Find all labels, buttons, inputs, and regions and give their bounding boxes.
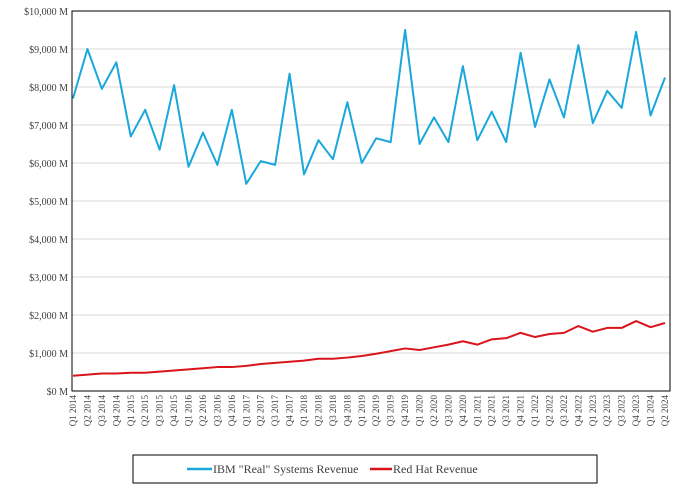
x-tick-label: Q1 2015: [126, 395, 136, 427]
y-tick-label: $0 M: [47, 387, 69, 398]
y-tick-label: $1,000 M: [29, 349, 68, 360]
x-tick-label: Q1 2019: [357, 395, 367, 427]
x-tick-label: Q3 2015: [155, 395, 165, 427]
y-tick-label: $4,000 M: [29, 235, 68, 246]
x-tick-label: Q2 2021: [487, 395, 497, 426]
x-tick-label: Q4 2022: [573, 395, 583, 426]
x-tick-label: Q3 2023: [617, 395, 627, 427]
x-tick-label: Q2 2018: [313, 395, 323, 427]
x-tick-label: Q1 2016: [184, 395, 194, 427]
x-tick-label: Q1 2024: [646, 395, 656, 427]
plot-frame: [71, 10, 671, 392]
series-line-red-hat: [72, 320, 666, 377]
x-tick-label: Q1 2022: [530, 395, 540, 426]
y-tick-label: $3,000 M: [29, 273, 68, 284]
x-tick-label: Q4 2023: [631, 395, 641, 427]
series-lines: [72, 29, 666, 377]
x-tick-label: Q1 2017: [241, 395, 251, 427]
y-tick-label: $10,000 M: [24, 7, 68, 18]
legend-label-ibm: IBM "Real" Systems Revenue: [213, 462, 358, 476]
x-tick-label: Q3 2017: [270, 395, 280, 427]
x-tick-label: Q3 2016: [212, 395, 222, 427]
x-tick-label: Q4 2021: [516, 395, 526, 426]
x-tick-label: Q2 2020: [429, 395, 439, 427]
x-tick-label: Q2 2014: [82, 395, 92, 427]
x-tick-label: Q1 2018: [299, 395, 309, 427]
x-tick-label: Q1 2014: [68, 395, 78, 427]
y-tick-label: $5,000 M: [29, 197, 68, 208]
y-tick-label: $2,000 M: [29, 311, 68, 322]
x-tick-label: Q3 2020: [443, 395, 453, 427]
x-tick-label: Q2 2022: [544, 395, 554, 426]
y-tick-label: $9,000 M: [29, 45, 68, 56]
series-line-ibm-systems: [72, 29, 666, 185]
x-tick-label: Q4 2018: [342, 395, 352, 427]
y-tick-label: $7,000 M: [29, 121, 68, 132]
x-tick-label: Q4 2015: [169, 395, 179, 427]
gridlines: [72, 48, 670, 354]
x-tick-label: Q4 2016: [227, 395, 237, 427]
y-axis-ticks: $0 M $1,000 M $2,000 M $3,000 M $4,000 M $5,0…: [24, 7, 68, 398]
x-tick-label: Q1 2021: [472, 395, 482, 426]
x-tick-label: Q4 2020: [458, 395, 468, 427]
x-tick-label: Q3 2019: [386, 395, 396, 427]
x-tick-label: Q1 2023: [588, 395, 598, 427]
x-tick-label: Q4 2014: [111, 395, 121, 427]
y-tick-label: $8,000 M: [29, 83, 68, 94]
x-tick-label: Q1 2020: [415, 395, 425, 427]
x-tick-label: Q2 2023: [602, 395, 612, 427]
x-tick-label: Q3 2014: [97, 395, 107, 427]
x-axis-ticks: Q1 2014 Q2 2014 Q3 2014 Q4 2014 Q1 2015 Q2 20…: [68, 395, 670, 427]
legend: IBM "Real" Systems Revenue Red Hat Reven…: [132, 454, 598, 484]
x-tick-label: Q4 2019: [400, 395, 410, 427]
x-tick-label: Q3 2018: [328, 395, 338, 427]
x-tick-label: Q4 2017: [285, 395, 295, 427]
legend-label-redhat: Red Hat Revenue: [393, 462, 478, 476]
y-tick-label: $6,000 M: [29, 159, 68, 170]
legend-box: [132, 454, 598, 484]
x-tick-label: Q2 2017: [256, 395, 266, 427]
x-tick-label: Q3 2021: [501, 395, 511, 426]
x-tick-label: Q2 2016: [198, 395, 208, 427]
x-tick-label: Q3 2022: [559, 395, 569, 426]
x-tick-label: Q2 2024: [660, 395, 670, 427]
x-tick-label: Q2 2015: [140, 395, 150, 427]
x-tick-label: Q2 2019: [371, 395, 381, 427]
